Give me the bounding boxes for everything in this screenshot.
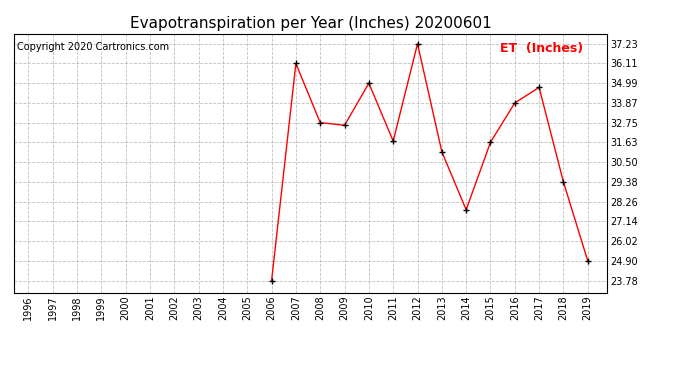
Text: ET  (Inches): ET (Inches) xyxy=(500,42,584,54)
Title: Evapotranspiration per Year (Inches) 20200601: Evapotranspiration per Year (Inches) 202… xyxy=(130,16,491,31)
Text: Copyright 2020 Cartronics.com: Copyright 2020 Cartronics.com xyxy=(17,42,169,51)
